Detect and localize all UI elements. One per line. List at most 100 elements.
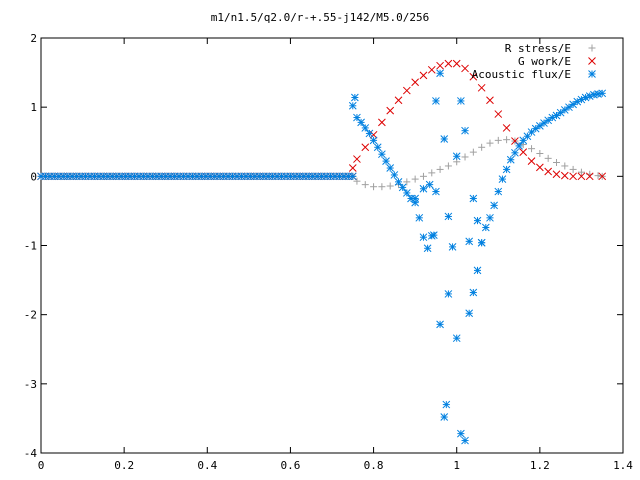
x-tick-label: 0.6 bbox=[280, 459, 300, 472]
data-point-star bbox=[473, 216, 482, 225]
data-point-cross bbox=[569, 172, 577, 181]
data-point-star bbox=[506, 155, 515, 164]
legend-swatch-cross bbox=[588, 57, 596, 65]
data-point-star bbox=[494, 187, 503, 196]
data-point-cross bbox=[411, 78, 419, 87]
data-point-star bbox=[411, 194, 419, 203]
data-point-cross bbox=[402, 86, 411, 95]
data-point-star bbox=[402, 189, 411, 197]
data-point-star bbox=[598, 89, 607, 98]
y-tick-label: -1 bbox=[24, 240, 37, 253]
x-tick-label: 1 bbox=[453, 459, 460, 472]
data-point-cross bbox=[361, 143, 370, 152]
data-point-star bbox=[369, 136, 378, 145]
data-point-star bbox=[425, 180, 434, 189]
data-point-star bbox=[452, 152, 461, 161]
y-tick-label: 0 bbox=[30, 170, 37, 183]
data-point-star bbox=[544, 116, 553, 125]
data-point-cross bbox=[544, 167, 553, 176]
data-point-star bbox=[477, 238, 486, 247]
data-point-plus bbox=[494, 136, 502, 144]
data-point-plus bbox=[478, 143, 486, 151]
legend-label: R stress/E bbox=[505, 42, 571, 55]
data-point-cross bbox=[527, 157, 536, 165]
data-point-star bbox=[444, 212, 453, 221]
data-point-star bbox=[429, 231, 438, 239]
data-point-star bbox=[465, 237, 474, 246]
plot-frame bbox=[40, 37, 624, 454]
data-point-plus bbox=[561, 162, 569, 170]
data-point-star bbox=[386, 164, 395, 172]
legend-swatch-star bbox=[588, 70, 596, 78]
data-point-star bbox=[348, 172, 357, 181]
data-point-cross bbox=[419, 71, 428, 80]
data-point-star bbox=[440, 135, 449, 143]
y-tick-label: -3 bbox=[24, 378, 37, 391]
legend-label: G work/E bbox=[518, 55, 571, 68]
data-point-cross bbox=[502, 124, 511, 132]
data-point-cross bbox=[378, 118, 386, 127]
x-tick-label: 1.2 bbox=[530, 459, 550, 472]
data-point-star bbox=[440, 413, 449, 421]
data-point-star bbox=[515, 142, 523, 150]
data-point-cross bbox=[452, 59, 461, 68]
data-point-cross bbox=[444, 59, 453, 68]
data-point-star bbox=[448, 243, 457, 251]
data-point-cross bbox=[369, 130, 378, 139]
data-point-star bbox=[498, 175, 507, 183]
data-point-plus bbox=[419, 172, 427, 180]
data-point-plus bbox=[378, 183, 386, 191]
x-tick-label: 1.4 bbox=[613, 459, 633, 472]
data-point-plus bbox=[411, 175, 419, 183]
y-tick-label: 2 bbox=[30, 32, 37, 45]
data-point-star bbox=[419, 184, 428, 193]
data-point-star bbox=[361, 124, 370, 132]
data-point-cross bbox=[461, 64, 469, 73]
data-point-cross bbox=[348, 164, 357, 172]
data-point-plus bbox=[552, 159, 560, 166]
plot-area: 0 0.2 0.4 0.6 0.8 1 1.2 1.4 2 1 0 -1 -2 -3 -4 bbox=[24, 32, 634, 472]
data-point-star bbox=[486, 213, 494, 222]
data-point-plus bbox=[486, 139, 494, 147]
data-point-star bbox=[511, 148, 519, 157]
data-point-star bbox=[423, 244, 432, 253]
data-point-cross bbox=[598, 172, 607, 181]
data-point-cross bbox=[469, 72, 478, 81]
data-point-star bbox=[452, 334, 461, 343]
data-point-cross bbox=[427, 65, 436, 74]
data-point-star bbox=[502, 165, 511, 174]
data-point-plus bbox=[428, 169, 436, 177]
data-point-star bbox=[382, 157, 390, 165]
y-tick-label: -2 bbox=[24, 309, 37, 322]
data-point-star bbox=[432, 97, 440, 105]
legend-label: Acoustic flux/E bbox=[472, 68, 571, 81]
data-point-star bbox=[419, 233, 428, 242]
data-point-plus bbox=[361, 181, 369, 189]
data-point-plus bbox=[528, 145, 536, 153]
data-point-plus bbox=[469, 148, 477, 156]
data-point-plus bbox=[577, 168, 585, 176]
data-point-cross bbox=[519, 148, 528, 156]
data-point-plus bbox=[370, 183, 378, 191]
data-point-cross bbox=[560, 171, 569, 180]
data-point-star bbox=[442, 400, 451, 409]
data-point-star bbox=[581, 93, 590, 102]
data-point-cross bbox=[386, 106, 395, 115]
data-point-plus bbox=[544, 154, 552, 162]
x-tick-label: 0.2 bbox=[114, 459, 134, 472]
data-point-star bbox=[457, 429, 465, 438]
data-point-star bbox=[473, 266, 482, 275]
x-tick-label: 0 bbox=[38, 459, 45, 472]
data-point-star bbox=[394, 178, 403, 186]
data-point-star bbox=[436, 69, 444, 78]
data-point-star bbox=[365, 129, 374, 138]
data-point-star bbox=[590, 90, 598, 99]
data-point-star bbox=[432, 187, 440, 196]
data-point-star bbox=[444, 290, 453, 298]
data-point-star bbox=[378, 150, 386, 159]
data-point-star bbox=[415, 213, 424, 222]
data-point-cross bbox=[577, 172, 586, 181]
data-point-star bbox=[461, 436, 469, 445]
